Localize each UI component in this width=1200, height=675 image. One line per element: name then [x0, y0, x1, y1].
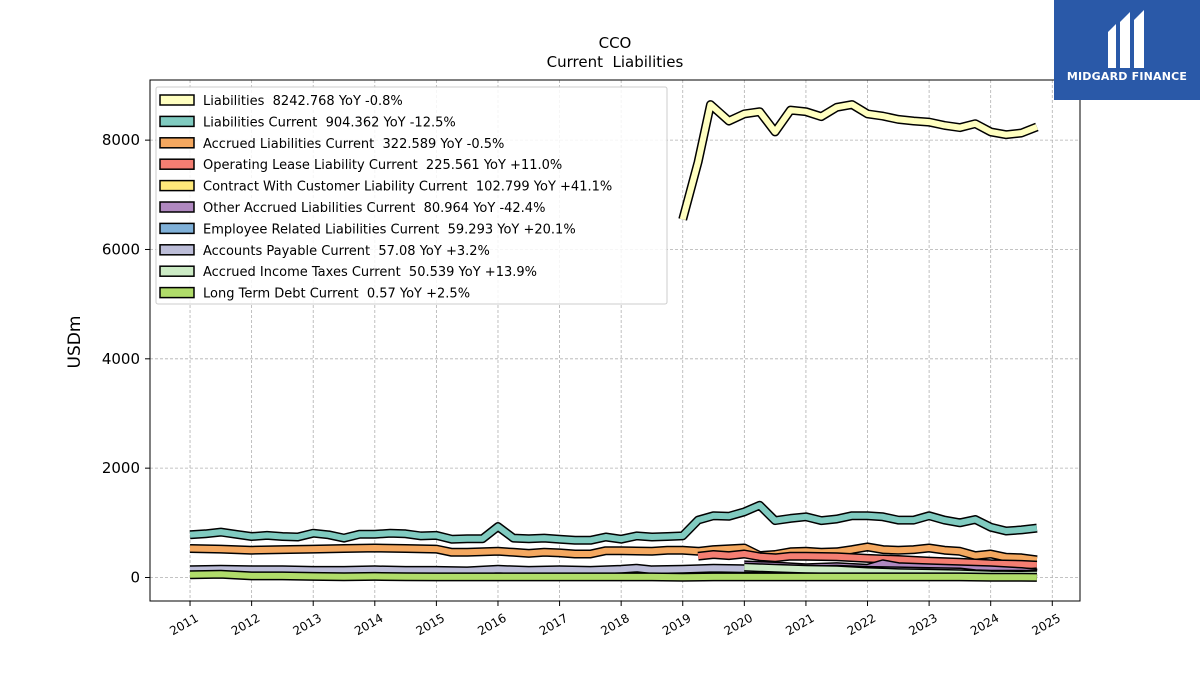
legend-swatch [159, 265, 195, 277]
plot-frame [149, 79, 1081, 602]
series-liabilities [678, 100, 1039, 221]
legend-entry: Other Accrued Liabilities Current 80.964… [203, 201, 545, 216]
y-tick-label: 0 [130, 568, 140, 586]
legend-swatch [159, 115, 195, 128]
legend-swatch [159, 94, 195, 106]
logo-text: MIDGARD FINANCE [1066, 70, 1188, 83]
legend-swatch [159, 179, 195, 192]
legend-entry: Employee Related Liabilities Current 59.… [203, 222, 576, 237]
series-line [189, 502, 1038, 544]
y-tick-label: 6000 [102, 240, 140, 258]
legend-entry: Accrued Income Taxes Current 50.539 YoY … [203, 265, 537, 280]
y-axis-label: USDm [65, 316, 85, 369]
legend-entry: Liabilities Current 904.362 YoY -12.5% [203, 115, 456, 130]
legend-entry: Accrued Liabilities Current 322.589 YoY … [203, 137, 504, 152]
series-long-term-debt-current [189, 569, 1037, 582]
x-tick-label: 2015 [414, 611, 447, 638]
midgard-finance-logo: MIDGARD FINANCE [1054, 0, 1200, 100]
legend-entry: Operating Lease Liability Current 225.56… [203, 158, 562, 173]
legend-entry: Long Term Debt Current 0.57 YoY +2.5% [203, 287, 470, 302]
midgard-m-logo-icon [1108, 10, 1144, 68]
series-accrued-liabilities-current [189, 542, 1038, 565]
x-tick-label: 2019 [660, 611, 693, 638]
x-tick-label: 2018 [598, 611, 631, 638]
y-tick-label: 8000 [102, 131, 140, 149]
series-outline [678, 100, 1039, 221]
x-tick-label: 2020 [722, 611, 755, 638]
legend-entry: Accounts Payable Current 57.08 YoY +3.2% [203, 244, 490, 259]
x-tick-label: 2016 [475, 611, 508, 638]
series-operating-lease-liability-current [697, 549, 1038, 570]
legend-swatch [159, 222, 195, 235]
chart-subtitle: Current Liabilities [547, 53, 684, 71]
legend-entry: Liabilities 8242.768 YoY -0.8% [203, 94, 403, 109]
legend-entry: Contract With Customer Liability Current… [203, 180, 612, 195]
legend-swatch [159, 286, 195, 299]
legend-swatch [159, 158, 195, 170]
x-tick-label: 2024 [968, 611, 1001, 638]
series-liabilities-current [189, 500, 1038, 545]
x-tick-label: 2025 [1030, 611, 1063, 638]
series-line [189, 543, 1038, 563]
x-tick-label: 2023 [906, 611, 939, 638]
x-tick-label: 2012 [229, 611, 262, 638]
x-tick-label: 2021 [783, 611, 816, 638]
x-tick-label: 2014 [352, 611, 385, 638]
y-tick-label: 2000 [102, 459, 140, 477]
x-tick-label: 2013 [290, 611, 323, 638]
series-line [189, 571, 1037, 581]
x-tick-label: 2017 [537, 611, 570, 638]
chart-title: CCO [599, 34, 632, 52]
legend-box [155, 86, 668, 305]
y-tick-label: 4000 [102, 350, 140, 368]
series-line [679, 101, 1039, 221]
legend-swatch [159, 244, 195, 256]
x-tick-label: 2022 [845, 611, 878, 638]
legend-swatch [159, 137, 195, 149]
legend-swatch [159, 201, 195, 213]
series-line [697, 551, 1038, 569]
x-tick-label: 2011 [167, 611, 200, 638]
